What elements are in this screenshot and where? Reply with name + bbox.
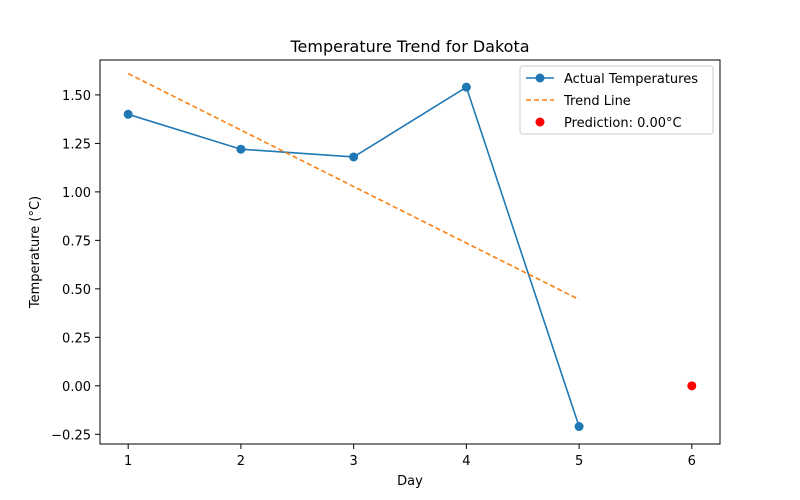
x-tick-label: 3 — [349, 454, 357, 469]
plot-area-frame — [99, 59, 721, 445]
y-tick-label: −0.25 — [51, 428, 91, 443]
y-tick-label: 0.50 — [62, 283, 91, 298]
y-tick-label: 1.50 — [62, 89, 91, 104]
x-tick-label: 2 — [237, 454, 245, 469]
legend: Actual Temperatures Trend Line Predictio… — [519, 65, 714, 135]
y-axis: −0.25 0.00 0.25 0.50 0.75 1.00 1.25 1.50 — [51, 89, 100, 443]
chart-title: Temperature Trend for Dakota — [289, 37, 529, 56]
data-point-actual-temperatures — [461, 82, 471, 92]
data-point-prediction-0-00-c — [687, 381, 697, 391]
data-point-actual-temperatures — [123, 109, 133, 119]
legend-marker-actual — [535, 73, 545, 83]
legend-label-actual: Actual Temperatures — [564, 72, 698, 87]
y-tick-label: 0.25 — [62, 331, 91, 346]
x-tick-label: 5 — [575, 454, 583, 469]
data-point-actual-temperatures — [349, 152, 359, 162]
x-axis: 1 2 3 4 5 6 — [124, 444, 696, 469]
data-point-actual-temperatures — [574, 422, 584, 432]
legend-label-prediction: Prediction: 0.00°C — [564, 116, 682, 131]
series-line-trend-line — [127, 72, 580, 301]
series-layer — [123, 72, 697, 432]
y-axis-label: Temperature (°C) — [28, 196, 43, 309]
y-tick-label: 0.00 — [62, 380, 91, 395]
x-tick-label: 4 — [462, 454, 470, 469]
y-tick-label: 1.00 — [62, 186, 91, 201]
x-tick-label: 1 — [124, 454, 132, 469]
y-tick-label: 0.75 — [62, 234, 91, 249]
legend-marker-prediction — [535, 117, 545, 127]
x-axis-label: Day — [397, 474, 423, 489]
legend-label-trend: Trend Line — [563, 94, 631, 109]
legend-box — [519, 65, 714, 135]
data-point-actual-temperatures — [236, 144, 246, 154]
x-tick-label: 6 — [688, 454, 696, 469]
series-line-actual-temperatures — [127, 85, 580, 427]
y-tick-label: 1.25 — [62, 137, 91, 152]
